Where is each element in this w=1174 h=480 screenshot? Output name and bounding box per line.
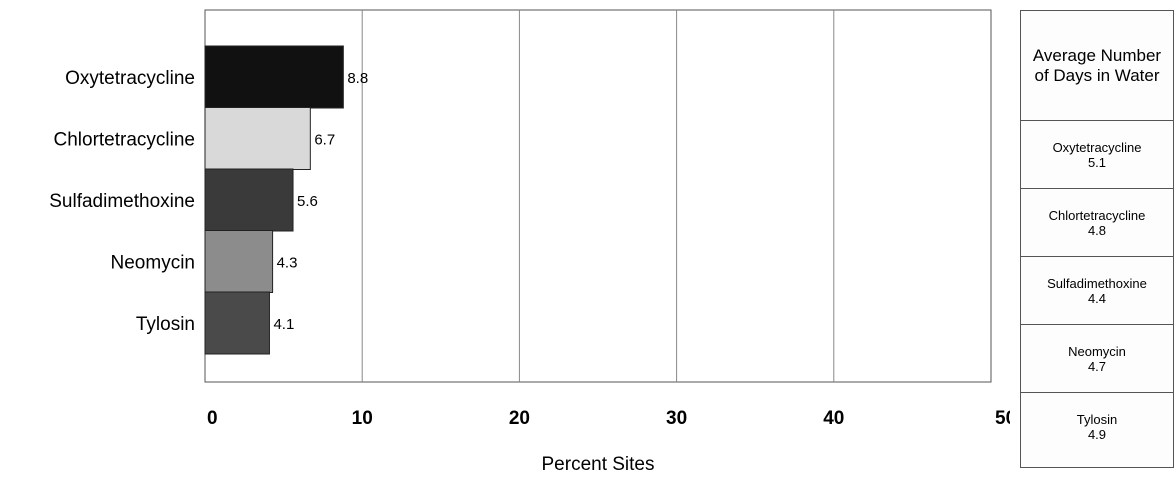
bar-chlortetracycline: [204, 107, 311, 170]
bar-tylosin: [204, 291, 270, 355]
x-tick-label: 10: [352, 408, 373, 429]
x-tick-label: 20: [509, 408, 530, 429]
bar-neomycin: [204, 230, 274, 293]
average-days-row: Neomycin 4.7: [1021, 325, 1173, 393]
days-value: 4.9: [1087, 427, 1107, 442]
category-label: Chlortetracycline: [54, 130, 196, 151]
category-label: Sulfadimethoxine: [49, 191, 195, 212]
average-days-row: Tylosin 4.9: [1021, 393, 1173, 461]
category-label: Tylosin: [136, 314, 195, 335]
drug-name: Chlortetracycline: [1048, 207, 1146, 223]
value-labels: 8.8 6.7 5.6 4.3 4.1: [273, 70, 368, 333]
drug-name: Sulfadimethoxine: [1047, 275, 1147, 291]
value-label: 4.3: [277, 255, 298, 272]
days-value: 4.7: [1087, 358, 1107, 374]
x-tick-label: 40: [823, 408, 844, 429]
value-label: 4.1: [273, 316, 294, 333]
average-days-row: Chlortetracycline 4.8: [1021, 189, 1173, 257]
drug-name: Neomycin: [1068, 343, 1126, 359]
average-days-row: Sulfadimethoxine 4.4: [1021, 257, 1173, 325]
days-value: 5.1: [1087, 154, 1107, 170]
days-value: 4.4: [1087, 290, 1107, 306]
gridlines: [361, 10, 835, 382]
category-label: Oxytetracycline: [65, 68, 195, 89]
bar-oxytetracycline: [204, 45, 344, 109]
value-label: 5.6: [297, 193, 318, 210]
bar-sulfadimethoxine: [204, 168, 294, 232]
value-label: 6.7: [314, 132, 335, 149]
drug-name: Oxytetracycline: [1052, 139, 1142, 155]
bar-chart: Oxytetracycline Chlortetracycline Sulfadim…: [49, 9, 1010, 475]
value-label: 8.8: [347, 70, 368, 87]
x-tick-labels: 0 10 20 30 40 50: [207, 408, 1010, 429]
category-labels: Oxytetracycline Chlortetracycline Sulfadim…: [49, 68, 195, 335]
category-label: Neomycin: [111, 253, 195, 274]
x-tick-label: 30: [666, 408, 687, 429]
drug-name: Tylosin: [1076, 412, 1118, 427]
x-tick-label: 0: [207, 408, 218, 429]
average-days-table: Average Number of Days in Water Oxytetra…: [1020, 10, 1174, 468]
average-days-row: Oxytetracycline 5.1: [1021, 121, 1173, 189]
x-axis-title: Percent Sites: [542, 454, 655, 475]
days-value: 4.8: [1087, 222, 1107, 238]
average-days-header: Average Number of Days in Water: [1021, 11, 1173, 121]
bars: [204, 45, 344, 355]
x-tick-label: 50: [995, 408, 1010, 429]
